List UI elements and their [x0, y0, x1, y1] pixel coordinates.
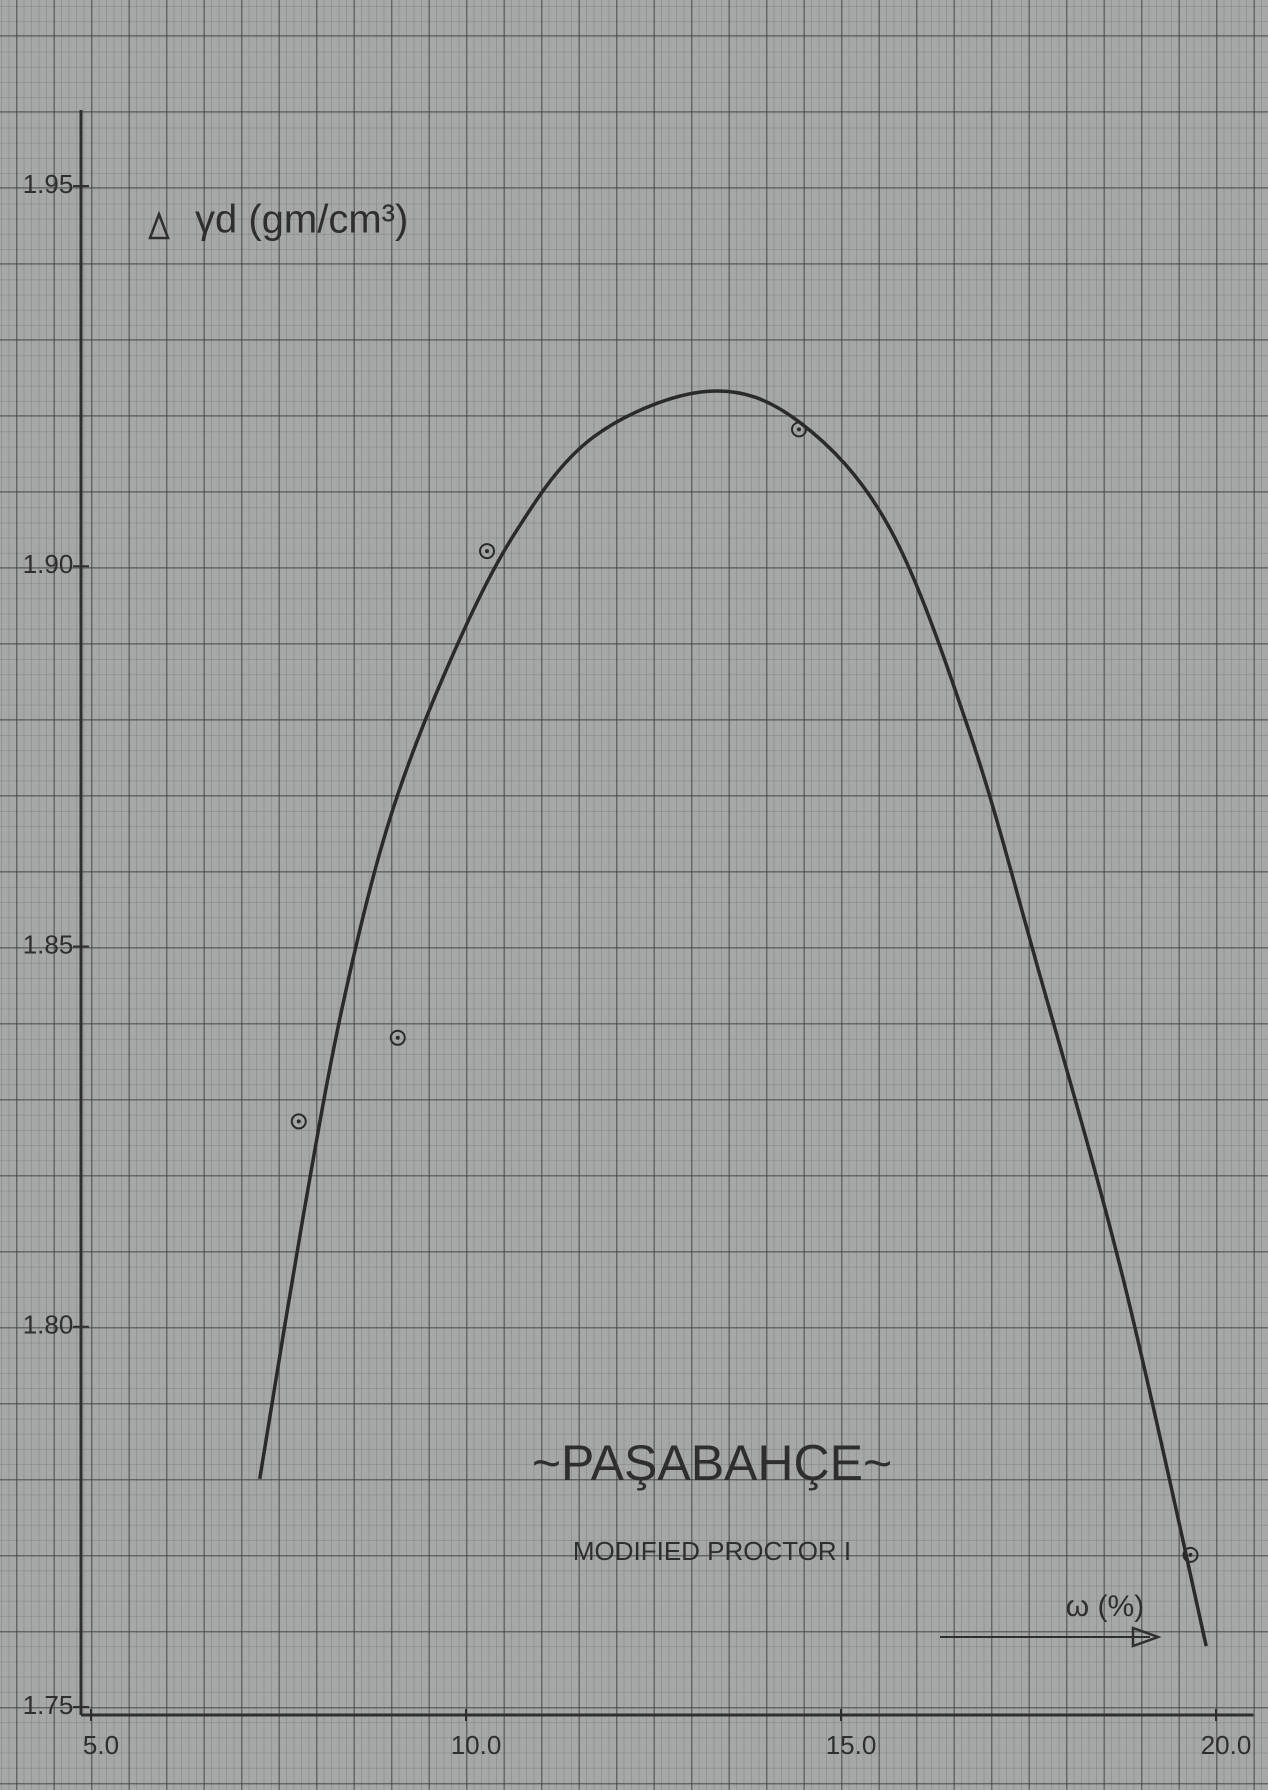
data-point: [1182, 1546, 1199, 1563]
data-point: [290, 1113, 307, 1130]
data-point-dot: [395, 1035, 400, 1040]
x-axis-label: ω (%): [1066, 1590, 1144, 1623]
data-point-dot: [1188, 1552, 1193, 1557]
data-point: [791, 421, 807, 438]
compaction-curve: [258, 389, 1208, 1647]
x-axis-arrow: [1131, 1626, 1162, 1648]
x-tick-label: 10.0: [451, 1730, 502, 1760]
data-point: [389, 1029, 406, 1046]
x-tick-label: 5.0: [83, 1730, 119, 1760]
y-axis-arrow: [148, 210, 170, 240]
data-point: [479, 543, 495, 560]
y-tick-label: 1.85: [23, 929, 74, 959]
y-axis-label: γd (gm/cm³): [195, 198, 408, 242]
y-tick-label: 1.80: [23, 1310, 74, 1340]
chart-subtitle: MODIFIED PROCTOR I: [573, 1536, 851, 1566]
x-tick-label: 20.0: [1201, 1730, 1252, 1760]
y-tick-label: 1.75: [23, 1690, 74, 1720]
y-tick-label: 1.90: [23, 549, 74, 579]
chart-title: ~PAŞABAHÇE~: [532, 1435, 892, 1491]
x-tick-label: 15.0: [826, 1730, 877, 1760]
y-tick-label: 1.95: [23, 169, 74, 199]
data-point-dot: [296, 1119, 301, 1124]
data-point-dot: [485, 549, 489, 554]
data-point-dot: [797, 427, 801, 432]
